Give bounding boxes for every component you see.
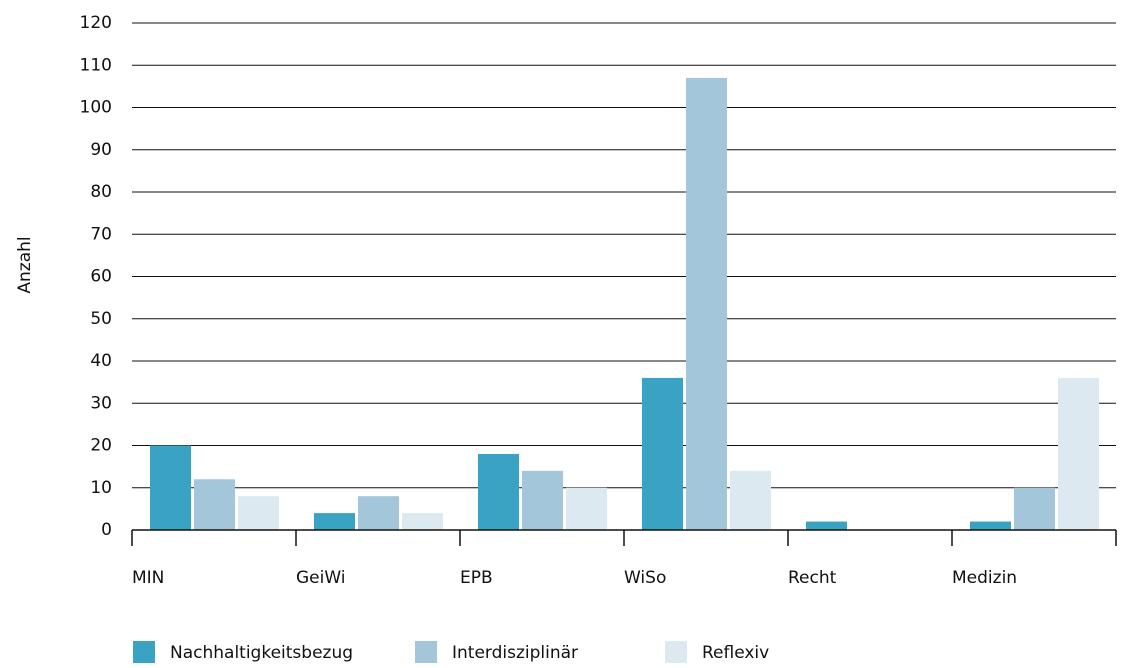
y-tick-label: 100 xyxy=(80,98,112,118)
x-tick-label: MIN xyxy=(132,568,164,588)
y-axis-title: Anzahl xyxy=(15,236,35,293)
x-tick-label: GeiWi xyxy=(296,568,346,588)
bar xyxy=(478,453,519,530)
y-tick-label: 70 xyxy=(90,224,112,244)
y-tick-label: 80 xyxy=(90,182,112,202)
legend-swatch xyxy=(415,641,437,663)
bar xyxy=(806,521,847,530)
legend-label: Reflexiv xyxy=(702,643,769,663)
bar xyxy=(522,470,563,530)
y-tick-label: 110 xyxy=(80,55,112,75)
bar xyxy=(566,487,607,530)
y-tick-label: 50 xyxy=(90,309,112,329)
y-tick-label: 10 xyxy=(90,478,112,498)
bar xyxy=(970,521,1011,530)
legend-label: Nachhaltigkeitsbezug xyxy=(170,643,353,663)
bar xyxy=(1058,377,1099,530)
y-tick-label: 60 xyxy=(90,267,112,287)
bar xyxy=(150,445,191,530)
legend-swatch xyxy=(133,641,155,663)
x-tick-label: Medizin xyxy=(952,568,1017,588)
x-tick-label: WiSo xyxy=(624,568,666,588)
y-tick-label: 0 xyxy=(101,520,112,540)
legend-swatch xyxy=(665,641,687,663)
y-tick-label: 20 xyxy=(90,436,112,456)
bar xyxy=(730,470,771,530)
y-tick-label: 40 xyxy=(90,351,112,371)
bar xyxy=(1014,487,1055,530)
y-tick-label: 30 xyxy=(90,393,112,413)
bar xyxy=(402,513,443,530)
y-tick-label: 90 xyxy=(90,140,112,160)
x-tick-label: EPB xyxy=(460,568,493,588)
bar xyxy=(194,479,235,530)
y-tick-label: 120 xyxy=(80,13,112,33)
bar xyxy=(238,496,279,530)
bar xyxy=(642,377,683,530)
bar xyxy=(314,513,355,530)
legend-label: Interdisziplinär xyxy=(452,643,578,663)
bar xyxy=(686,77,727,531)
x-tick-label: Recht xyxy=(788,568,837,588)
bar xyxy=(358,496,399,530)
